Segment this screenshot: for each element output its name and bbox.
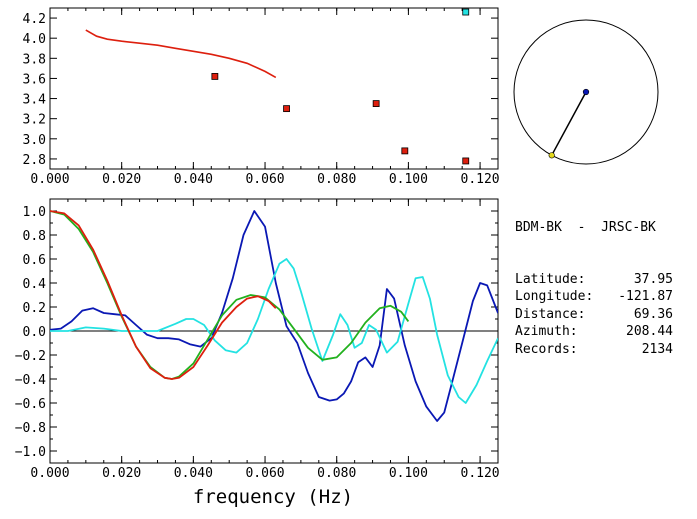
- x-tick-label: 0.120: [461, 466, 500, 481]
- data-point: [283, 105, 290, 113]
- y-tick-label: −0.8: [15, 421, 46, 436]
- y-tick-label: −0.2: [15, 349, 46, 364]
- info-panel: BDM-BK - JRSC-BK Latitude: 37.95 Longitude…: [515, 184, 673, 375]
- series-line: [50, 258, 498, 404]
- info-value: 37.95: [633, 272, 673, 288]
- station-dot: [548, 152, 555, 159]
- info-label: Latitude:: [515, 272, 586, 288]
- series-line: [50, 210, 410, 380]
- info-label: Azimuth:: [515, 324, 578, 340]
- data-point: [401, 147, 409, 155]
- y-tick-label: 3.6: [23, 72, 46, 87]
- azimuth-circle: [513, 19, 659, 165]
- data-point: [462, 8, 470, 16]
- y-tick-label: 3.0: [23, 133, 46, 148]
- y-tick-label: 3.4: [23, 93, 47, 108]
- correlation-chart: 0.000 0.020 0.040 0.060 0.080 0.100 0.120 1.0 0.…: [15, 198, 500, 481]
- x-tick-label: 0.100: [389, 172, 428, 187]
- x-tick-label: 0.020: [102, 172, 141, 187]
- info-label: Records:: [515, 341, 578, 357]
- y-tick-label: 4.2: [23, 12, 46, 27]
- x-tick-label: 0.060: [245, 172, 284, 187]
- x-tick-label: 0.020: [102, 466, 141, 481]
- x-tick-label: 0.080: [317, 466, 356, 481]
- x-tick-label: 0.080: [317, 172, 356, 187]
- y-tick-label: 3.8: [23, 52, 46, 67]
- station-pair: BDM-BK - JRSC-BK: [515, 219, 656, 235]
- station-dot: [582, 88, 590, 96]
- phase-velocity-chart: 0.000 0.020 0.040 0.060 0.080 0.100 0.120 2.8 3.…: [23, 7, 500, 187]
- x-tick-label: 0.000: [30, 172, 69, 187]
- info-label: Distance:: [515, 306, 586, 322]
- y-tick-label: 4.0: [23, 32, 46, 47]
- info-row: Latitude: 37.95: [515, 271, 673, 288]
- y-tick-label: 1.0: [23, 205, 46, 220]
- info-label: Longitude:: [515, 289, 594, 305]
- info-value: 69.36: [633, 306, 673, 322]
- x-tick-label: 0.000: [30, 466, 69, 481]
- x-tick-label: 0.040: [174, 172, 213, 187]
- y-tick-label: 0.0: [23, 325, 46, 340]
- y-tick-label: 3.2: [23, 113, 46, 128]
- data-point: [462, 157, 470, 165]
- y-tick-label: 2.8: [23, 153, 46, 168]
- y-tick-label: 0.4: [23, 277, 47, 292]
- x-tick-label: 0.040: [174, 466, 213, 481]
- info-row: Records: 2134: [515, 341, 673, 358]
- azimuth-line: [551, 91, 587, 156]
- x-axis-label: frequency (Hz): [193, 486, 353, 508]
- y-tick-label: −1.0: [15, 445, 46, 460]
- y-tick-label: 0.2: [23, 301, 46, 316]
- data-point: [372, 100, 380, 107]
- dispersion-curve: [85, 29, 277, 79]
- x-tick-label: 0.120: [461, 172, 500, 187]
- info-value: 2134: [641, 341, 673, 357]
- info-row: Distance: 69.36: [515, 306, 673, 323]
- azimuth-diagram: [513, 19, 659, 165]
- series-line: [50, 210, 498, 422]
- series-line: [50, 210, 277, 380]
- info-value: -121.87: [618, 289, 673, 305]
- info-value: 208.44: [626, 324, 673, 340]
- x-tick-label: 0.060: [245, 466, 284, 481]
- y-tick-label: −0.6: [15, 397, 46, 412]
- data-point: [211, 73, 219, 80]
- y-tick-label: 0.8: [23, 229, 46, 244]
- y-tick-label: −0.4: [15, 373, 46, 388]
- plot-frame: [49, 7, 499, 170]
- y-tick-label: 0.6: [23, 253, 46, 268]
- info-row: Longitude: -121.87: [515, 288, 673, 305]
- x-tick-label: 0.100: [389, 466, 428, 481]
- info-row: Azimuth: 208.44: [515, 323, 673, 340]
